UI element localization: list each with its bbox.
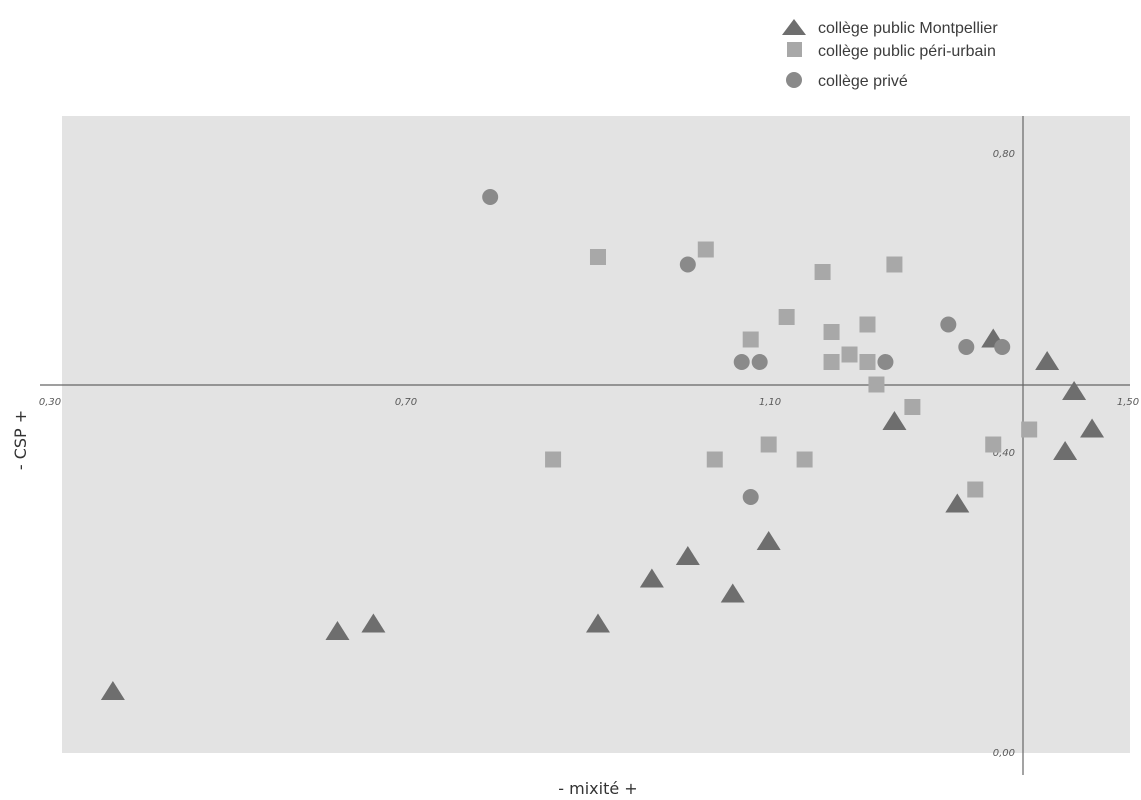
data-point-square — [886, 256, 903, 273]
data-point-triangle — [945, 493, 970, 513]
data-point-circle — [733, 354, 750, 370]
data-point-square — [985, 436, 1002, 453]
data-point-circle — [482, 189, 499, 205]
data-point-square — [823, 324, 840, 340]
x-axis-title: - mixité + — [558, 779, 637, 798]
data-point-triangle — [720, 583, 745, 603]
data-point-square — [967, 481, 984, 498]
x-tick-label: 1,50 — [1117, 397, 1139, 408]
data-point-circle — [742, 489, 759, 505]
data-point-circle — [940, 316, 957, 333]
data-point-triangle — [100, 681, 125, 700]
data-point-triangle — [1080, 418, 1105, 438]
x-tick-label: 0,70 — [395, 397, 417, 408]
data-point-square — [859, 354, 876, 370]
data-point-square — [814, 264, 831, 280]
data-point-square — [778, 309, 795, 325]
data-point-triangle — [585, 613, 610, 633]
data-point-square — [706, 451, 723, 468]
data-point-circle — [994, 339, 1011, 355]
data-point-square — [904, 399, 921, 415]
legend-label: collège public Montpellier — [818, 20, 998, 37]
legend-marker-square — [787, 42, 802, 57]
data-point-square — [589, 249, 606, 265]
data-point-triangle — [675, 546, 700, 565]
legend-label: collège privé — [818, 73, 908, 90]
legend-label: collège public péri-urbain — [818, 43, 996, 60]
data-point-circle — [958, 339, 975, 355]
y-tick-label: 0,80 — [993, 149, 1015, 160]
y-tick-label: 0,00 — [993, 748, 1015, 759]
data-point-triangle — [639, 568, 664, 588]
data-point-circle — [751, 354, 768, 370]
data-point-triangle — [1035, 351, 1060, 370]
x-tick-label: 1,10 — [759, 397, 781, 408]
data-point-circle — [679, 256, 696, 273]
x-tick-label: 0,30 — [39, 397, 61, 408]
y-axis-title: - CSP + — [11, 410, 30, 470]
data-point-triangle — [325, 621, 350, 640]
data-point-square — [841, 346, 858, 363]
data-point-triangle — [1062, 381, 1087, 400]
data-point-square — [760, 436, 777, 453]
data-point-square — [859, 316, 876, 333]
data-point-square — [697, 241, 714, 258]
data-point-triangle — [756, 531, 781, 550]
data-point-triangle — [361, 613, 386, 633]
data-point-triangle — [1053, 441, 1078, 460]
data-point-square — [823, 354, 840, 370]
data-point-square — [742, 331, 759, 348]
plot-area — [62, 116, 1130, 753]
data-point-square — [868, 376, 885, 393]
data-point-square — [545, 451, 562, 468]
y-tick-label: 0,40 — [993, 448, 1015, 459]
data-point-square — [796, 451, 813, 468]
legend-marker-triangle — [782, 19, 806, 35]
data-point-triangle — [882, 411, 907, 430]
data-marks — [100, 189, 1105, 700]
legend-marker-circle — [786, 72, 802, 88]
data-point-circle — [877, 354, 894, 370]
data-point-square — [1021, 421, 1038, 438]
legend: collège public Montpellier collège publi… — [782, 19, 998, 90]
